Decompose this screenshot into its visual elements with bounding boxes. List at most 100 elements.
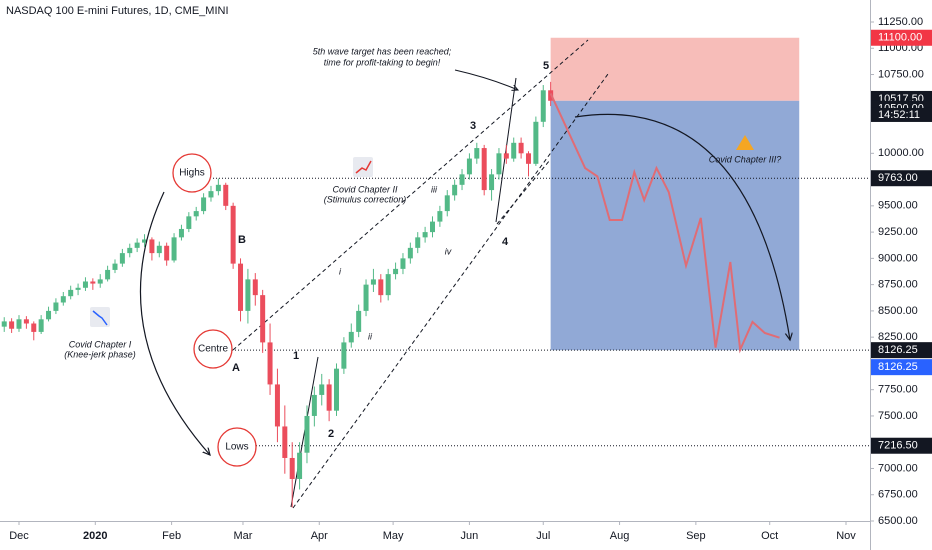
candle-body	[289, 457, 295, 479]
x-tick-label: Sep	[686, 530, 706, 542]
countdown-badge	[871, 107, 932, 122]
candle-body	[311, 394, 317, 416]
x-tick-label: Nov	[836, 530, 856, 542]
candle-body	[525, 153, 531, 164]
candle-body	[252, 279, 258, 296]
price-badge	[871, 359, 932, 376]
candle-body	[319, 384, 325, 395]
y-tick-label: 10000.00	[878, 147, 924, 159]
candle-body	[489, 174, 495, 191]
price-badge	[871, 170, 932, 187]
annotation: ii	[368, 331, 373, 341]
candle-body	[437, 211, 443, 222]
candle-body	[38, 319, 44, 332]
candle-body	[31, 323, 37, 332]
y-tick-label: 8750.00	[878, 279, 918, 291]
candle-body	[422, 232, 428, 238]
candle-body	[230, 205, 236, 264]
candle-body	[348, 331, 354, 343]
candle-body	[415, 237, 421, 248]
price-badge-label: 8126.25	[878, 344, 918, 356]
candle-body	[400, 258, 406, 269]
price-badge	[871, 437, 932, 454]
annotation: 5th wave target has been reached;	[313, 46, 452, 56]
target-zone	[550, 100, 800, 351]
candle-body	[82, 281, 88, 288]
candle-body	[282, 426, 288, 458]
stop-zone	[550, 37, 800, 101]
arrow	[139, 191, 210, 455]
annotation: time for profit-taking to begin!	[324, 57, 441, 67]
annotation: iv	[445, 246, 452, 256]
candle-body	[503, 153, 509, 159]
x-tick-label: Jul	[536, 530, 550, 542]
annotation: A	[232, 362, 240, 374]
candle-body	[334, 368, 340, 411]
candle-body	[53, 302, 59, 311]
candle-body	[370, 279, 376, 285]
x-tick-label: Mar	[234, 530, 253, 542]
candle-body	[215, 184, 221, 192]
arrow	[454, 69, 518, 90]
channel-line	[292, 73, 609, 509]
x-tick-label: Jun	[461, 530, 479, 542]
candle-body	[444, 195, 450, 212]
candle-body	[452, 184, 458, 196]
price-badge-label: 9763.00	[878, 172, 918, 184]
candle-body	[164, 245, 170, 261]
y-tick-label: 7500.00	[878, 410, 918, 422]
candle-body	[134, 242, 140, 248]
annotation: Lows	[225, 442, 248, 453]
icon-line	[92, 310, 108, 326]
candle-body	[186, 216, 192, 229]
candle-body	[326, 384, 332, 411]
y-tick-label: 8250.00	[878, 331, 918, 343]
candle-body	[1, 321, 7, 327]
channel-line	[232, 39, 589, 351]
marker-circle	[193, 329, 233, 369]
candle-body	[459, 174, 465, 185]
y-tick-label: 9500.00	[878, 200, 918, 212]
projection-line	[549, 93, 780, 354]
candle-body	[297, 452, 303, 479]
y-tick-label: 6750.00	[878, 489, 918, 501]
annotation: 4	[502, 236, 509, 248]
candle-body	[267, 342, 273, 385]
candle-body	[68, 289, 74, 297]
annotation: 2	[328, 428, 334, 440]
y-tick-label: 9000.00	[878, 252, 918, 264]
x-tick-label: May	[383, 530, 404, 542]
candle-body	[127, 247, 133, 254]
candle-body	[46, 310, 52, 320]
y-tick-label: 11250.00	[878, 16, 923, 28]
candle-body	[142, 239, 148, 243]
x-tick-label: Dec	[9, 530, 29, 542]
annotation: Highs	[179, 168, 205, 179]
candle-body	[245, 279, 251, 311]
x-tick-label: Apr	[311, 530, 328, 542]
annotation: B	[238, 234, 246, 246]
arrow	[574, 113, 790, 340]
price-badge-label: 8126.25	[878, 361, 918, 373]
candle-body	[16, 319, 22, 329]
candle-body	[496, 153, 502, 175]
candle-body	[533, 121, 539, 164]
annotation: Covid Chapter II	[332, 184, 398, 194]
candle-body	[9, 321, 15, 329]
price-badge	[871, 342, 932, 359]
y-tick-label: 6500.00	[878, 515, 918, 527]
candle-body	[481, 148, 487, 191]
candle-body	[304, 415, 310, 453]
candle-body	[540, 90, 546, 122]
candle-body	[341, 342, 347, 369]
candle-body	[474, 148, 480, 159]
x-tick-label: Oct	[761, 530, 778, 542]
x-tick-label: 2020	[83, 530, 107, 542]
candle-body	[90, 281, 96, 284]
candle-body	[156, 245, 162, 254]
candle-body	[385, 274, 391, 296]
candle-body	[518, 142, 524, 154]
annotation: (Knee-jerk phase)	[64, 349, 136, 359]
icon	[353, 157, 373, 177]
icon-line	[355, 160, 372, 174]
